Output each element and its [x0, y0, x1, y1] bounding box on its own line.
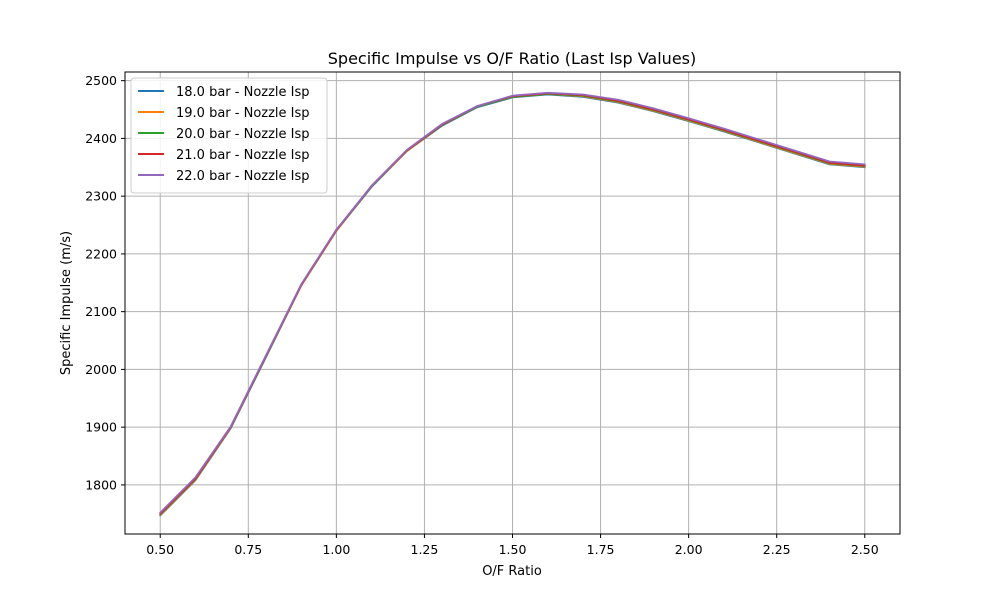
chart-title: Specific Impulse vs O/F Ratio (Last Isp … [328, 49, 696, 68]
y-tick-label: 2400 [85, 131, 117, 146]
x-tick-label: 1.25 [411, 542, 439, 557]
y-tick-label: 2200 [85, 246, 117, 261]
series-line-5 [159, 91, 866, 514]
x-tick-label: 1.00 [322, 542, 350, 557]
grid-lines [125, 72, 900, 534]
legend-label: 21.0 bar - Nozzle Isp [176, 148, 310, 163]
legend-label: 22.0 bar - Nozzle Isp [176, 169, 310, 184]
legend-label: 19.0 bar - Nozzle Isp [176, 106, 310, 121]
y-axis-ticks: 1800 1900 2000 2100 2200 2300 2400 2500 [85, 73, 125, 492]
x-axis-ticks: 0.50 0.75 1.00 1.25 1.50 1.75 2.00 2.25 2.50 [146, 534, 879, 557]
y-tick-label: 1900 [85, 420, 117, 435]
series-lines [159, 91, 866, 517]
y-tick-label: 1800 [85, 477, 117, 492]
legend-label: 18.0 bar - Nozzle Isp [176, 85, 310, 100]
y-tick-label: 2500 [85, 73, 117, 88]
x-tick-label: 2.25 [763, 542, 791, 557]
x-tick-label: 2.00 [675, 542, 703, 557]
x-tick-label: 0.75 [234, 542, 262, 557]
legend: 18.0 bar - Nozzle Isp 19.0 bar - Nozzle I… [130, 77, 328, 194]
y-tick-label: 2100 [85, 304, 117, 319]
x-tick-label: 0.50 [146, 542, 174, 557]
legend-label: 20.0 bar - Nozzle Isp [176, 127, 310, 142]
legend-box [130, 77, 328, 194]
y-tick-label: 2000 [85, 362, 117, 377]
y-axis-label: Specific Impulse (m/s) [59, 231, 74, 375]
x-axis-label: O/F Ratio [482, 564, 542, 579]
x-tick-label: 1.75 [587, 542, 615, 557]
x-tick-label: 1.50 [499, 542, 527, 557]
y-tick-label: 2300 [85, 189, 117, 204]
x-tick-label: 2.50 [851, 542, 879, 557]
